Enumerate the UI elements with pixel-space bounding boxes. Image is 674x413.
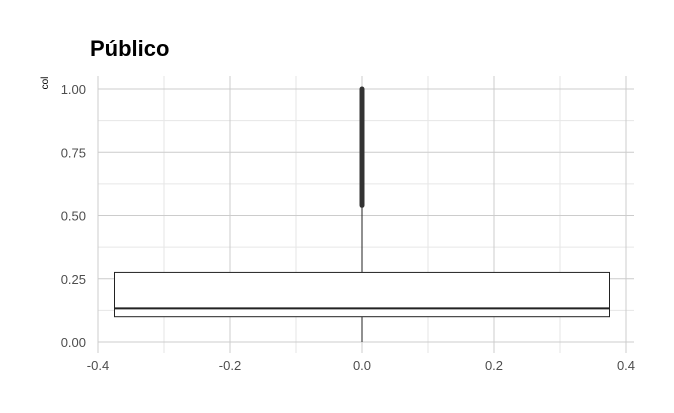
y-tick-label: 0.00 [61,335,86,350]
x-tick-label: 0.0 [353,358,371,373]
y-tick-label: 0.25 [61,272,86,287]
y-axis-label: col [40,77,51,90]
x-tick-label: 0.4 [617,358,635,373]
box-iqr [114,271,610,318]
x-tick-label: 0.2 [485,358,503,373]
boxplot-marks [114,86,610,342]
x-tick-label: -0.2 [219,358,241,373]
x-tick-label: -0.4 [87,358,109,373]
chart-title: Público [90,36,170,61]
y-tick-label: 1.00 [61,82,86,97]
x-axis-ticks: -0.4 -0.2 0.0 0.2 0.4 [87,358,635,373]
y-tick-label: 0.75 [61,145,86,160]
y-axis-ticks: 0.00 0.25 0.50 0.75 1.00 [61,82,86,350]
y-tick-label: 0.50 [61,209,86,224]
